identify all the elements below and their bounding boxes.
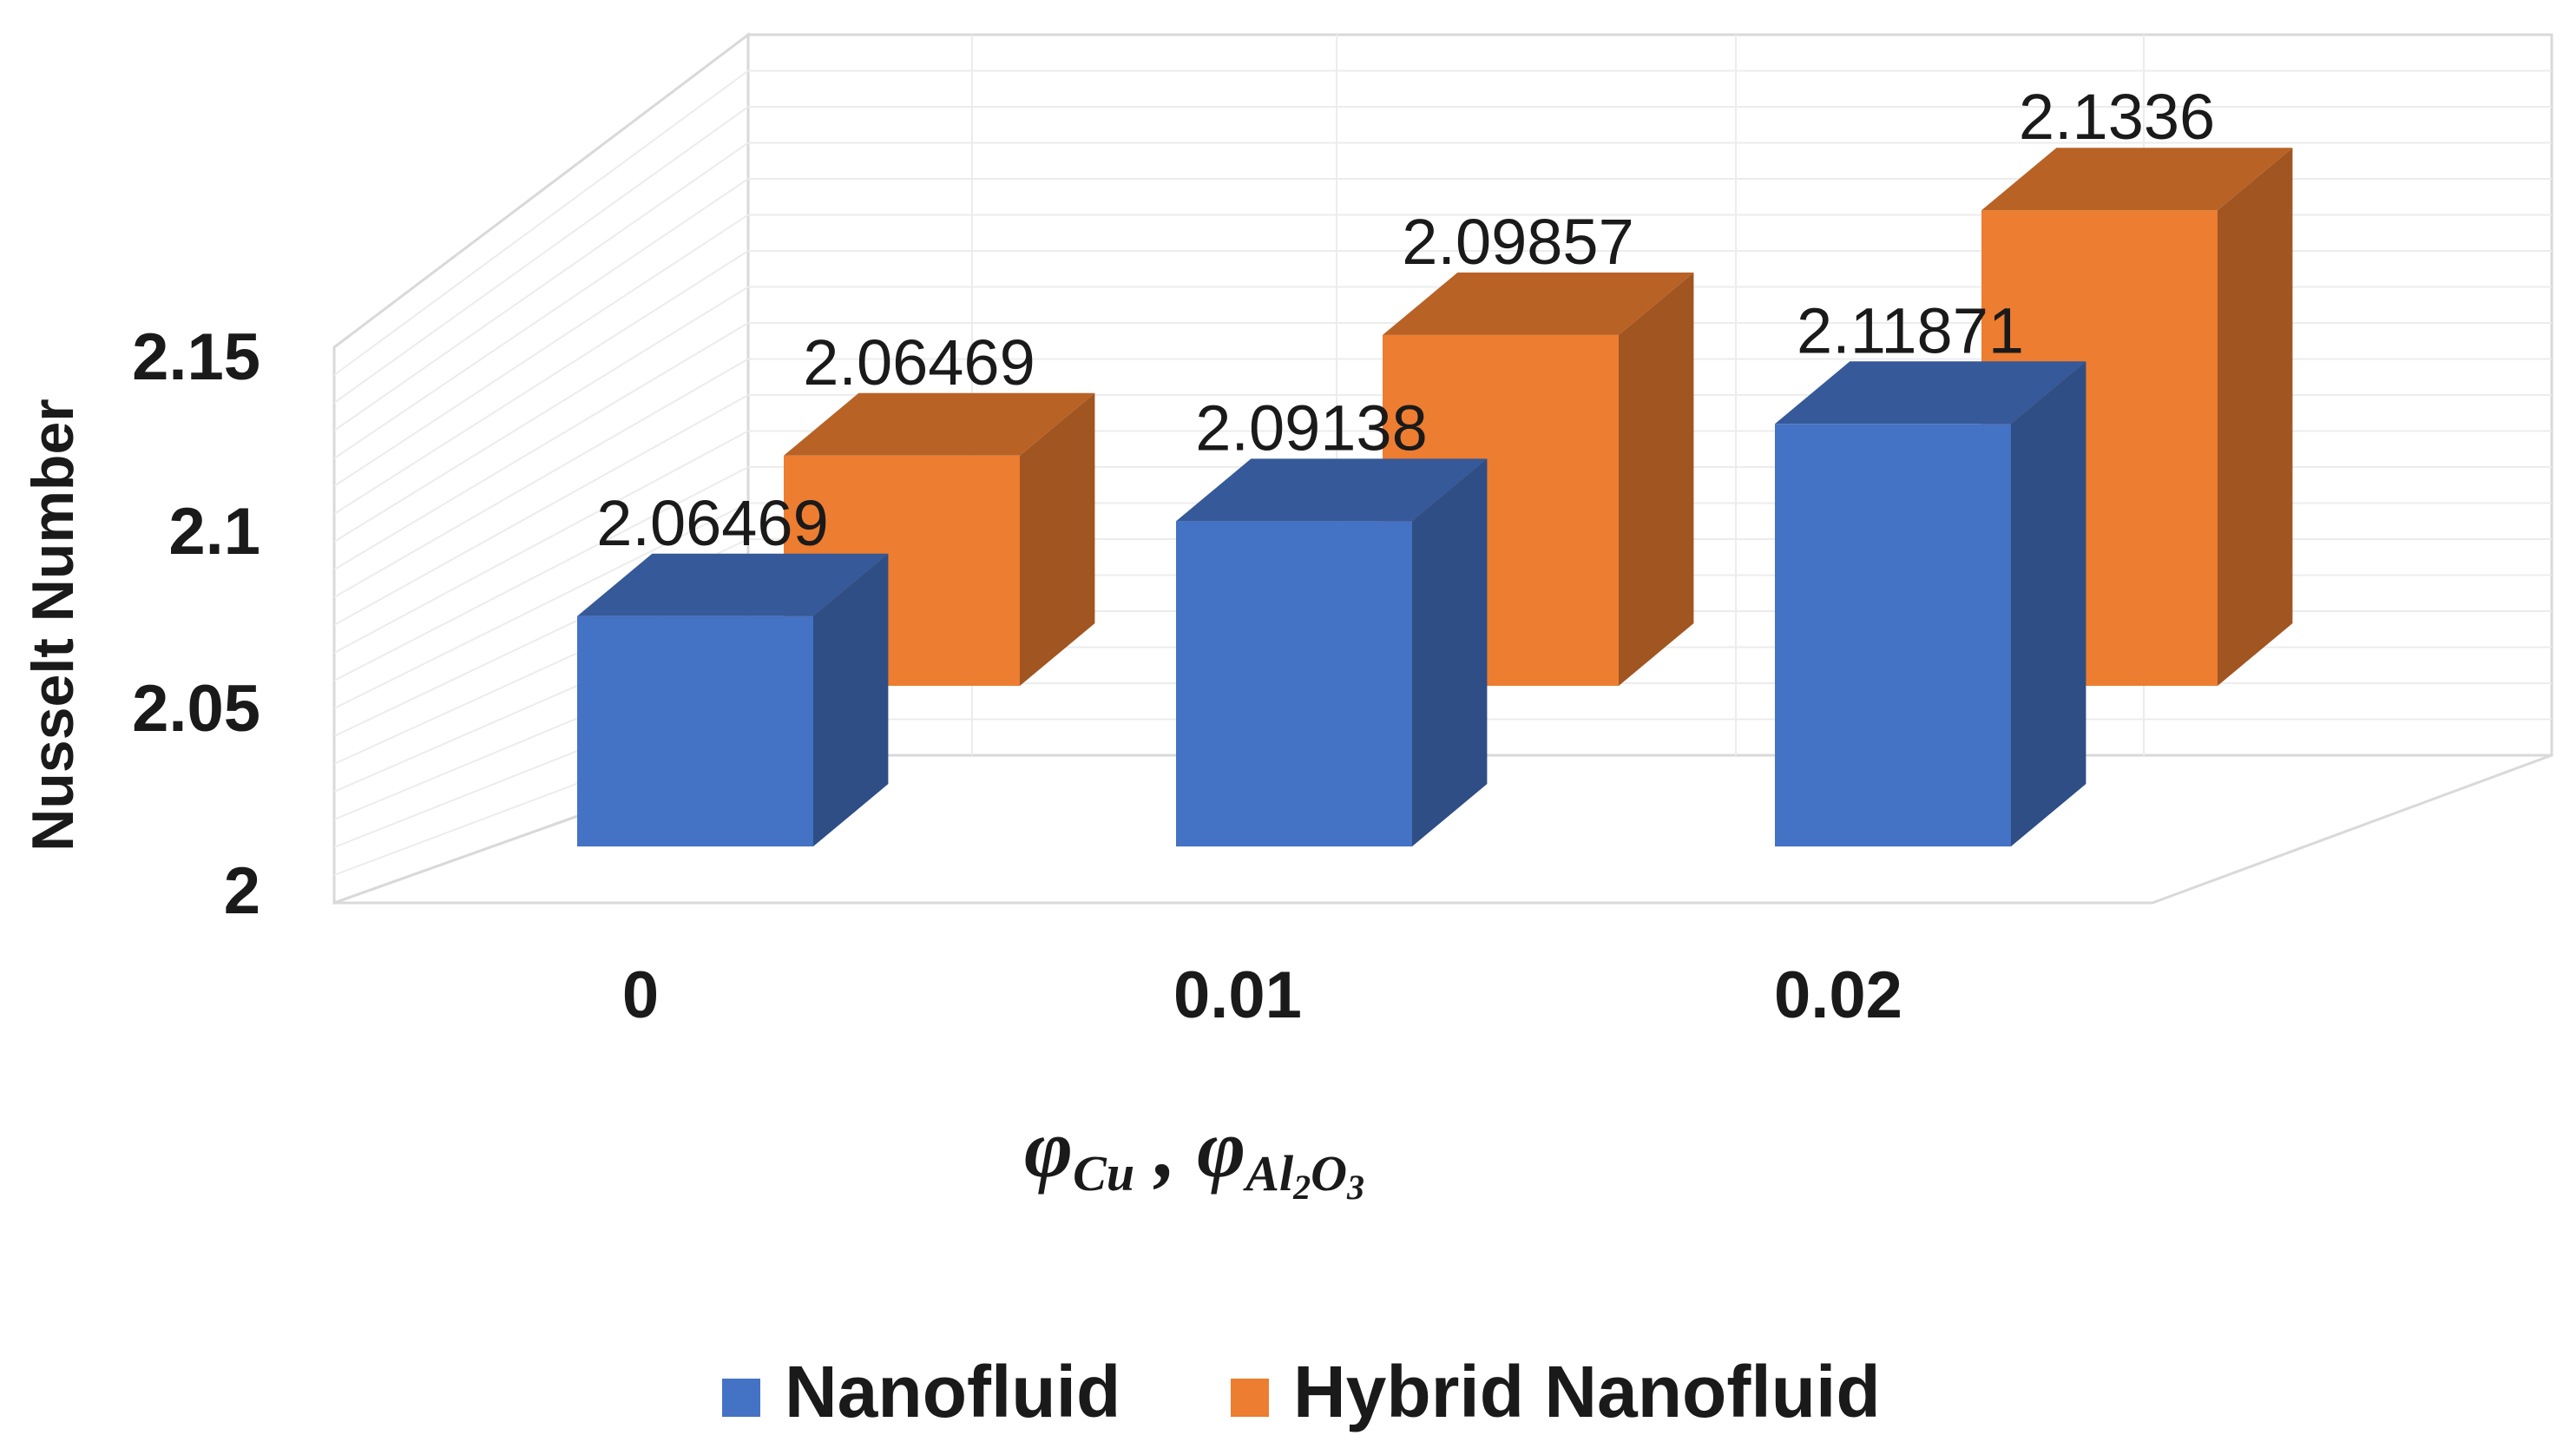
grid-line bbox=[333, 142, 749, 431]
bar bbox=[577, 553, 889, 846]
legend: Nanofluid Hybrid Nanofluid bbox=[722, 1351, 1881, 1432]
grid-line bbox=[333, 394, 749, 626]
y-tick-label: 2.05 bbox=[132, 672, 260, 746]
x-tick-label: 0.02 bbox=[1774, 958, 1902, 1032]
bar-front-face bbox=[577, 616, 813, 846]
bar-top-face bbox=[1981, 148, 2293, 211]
bar-side-face bbox=[813, 553, 889, 846]
grid-line bbox=[333, 430, 749, 654]
data-label: 2.09857 bbox=[1402, 206, 1634, 278]
legend-label-nanofluid: Nanofluid bbox=[785, 1351, 1120, 1432]
bar-side-face bbox=[1619, 272, 1694, 686]
grid-line bbox=[333, 322, 749, 570]
bar-front-face bbox=[1775, 424, 2011, 846]
bar-top-face bbox=[577, 553, 889, 616]
y-tick-label: 2.15 bbox=[132, 320, 260, 394]
data-label: 2.06469 bbox=[803, 326, 1035, 398]
bar-front-face bbox=[1176, 521, 1412, 846]
bar-top-face bbox=[1383, 272, 1694, 335]
y-tick-label: 2.1 bbox=[168, 495, 260, 569]
x-axis-ticks: 0 0.01 0.02 bbox=[622, 958, 1902, 1032]
bar-top-face bbox=[784, 392, 1095, 456]
y-axis-title: Nusselt Number bbox=[20, 398, 86, 851]
y-axis-ticks: 2 2.05 2.1 2.15 bbox=[132, 320, 260, 928]
grid-line bbox=[333, 358, 749, 598]
bar-side-face bbox=[1020, 392, 1095, 686]
grid-line bbox=[333, 178, 749, 459]
legend-swatch-hybrid bbox=[1231, 1379, 1269, 1417]
y-tick-label: 2 bbox=[224, 854, 260, 928]
x-axis-title: φCu , φAl2O3 bbox=[1024, 1102, 1364, 1207]
grid-line bbox=[333, 214, 749, 487]
data-label: 2.1336 bbox=[2019, 81, 2215, 153]
data-label: 2.11871 bbox=[1797, 294, 2024, 366]
legend-swatch-nanofluid bbox=[722, 1379, 760, 1417]
bar bbox=[1176, 458, 1488, 846]
x-tick-label: 0.01 bbox=[1173, 958, 1302, 1032]
bar-series bbox=[577, 148, 2293, 846]
bar-side-face bbox=[2011, 361, 2086, 846]
bar-side-face bbox=[1412, 458, 1488, 846]
bar-side-face bbox=[2218, 148, 2293, 687]
data-label: 2.09138 bbox=[1195, 392, 1428, 464]
bar-top-face bbox=[1775, 361, 2086, 425]
grid-line bbox=[333, 250, 749, 515]
x-tick-label: 0 bbox=[622, 958, 659, 1032]
grid-line bbox=[333, 466, 749, 681]
grid-line bbox=[333, 286, 749, 543]
bar bbox=[1775, 361, 2086, 846]
grid-line bbox=[333, 106, 749, 404]
data-labels: 2.06469 2.09857 2.1336 2.06469 2.09138 2.1187… bbox=[596, 81, 2215, 559]
grid-line bbox=[333, 69, 749, 376]
grid-line bbox=[333, 502, 749, 709]
bar-top-face bbox=[1176, 458, 1488, 522]
legend-label-hybrid: Hybrid Nanofluid bbox=[1293, 1351, 1881, 1432]
data-label: 2.06469 bbox=[596, 487, 829, 559]
